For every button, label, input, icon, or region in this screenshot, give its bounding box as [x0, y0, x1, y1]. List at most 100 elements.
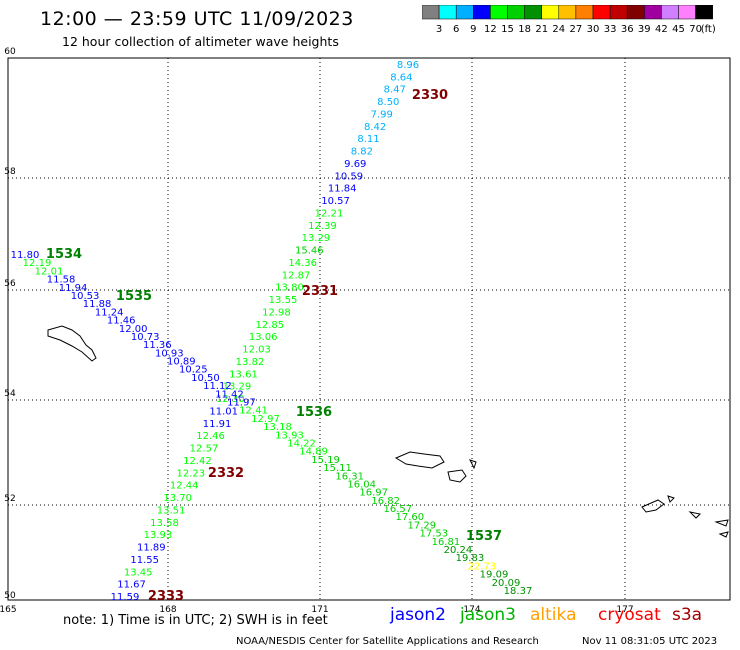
color-scale-legend: 3 6 9 12 15 18 21 24 27 30 33 36 39 42 45 70(ft) [422, 5, 716, 35]
wave-height-label: 13.29 [302, 233, 331, 244]
wave-height-label: 11.89 [137, 543, 166, 554]
legend-s3a: s3a [672, 605, 703, 625]
wave-height-label: 22.73 [468, 561, 497, 572]
color-scale-label: 15 [501, 24, 514, 35]
wave-height-label: 12.57 [190, 444, 219, 455]
color-scale-label: 27 [570, 24, 583, 35]
color-scale-label: 70 [689, 24, 702, 35]
color-scale-label: 18 [518, 24, 531, 35]
wave-height-label: 12.21 [315, 209, 344, 220]
longitude-label: 174 [463, 605, 480, 615]
wave-height-label: 13.51 [157, 505, 186, 516]
island-outline [47, 325, 97, 362]
wave-height-label: 20.24 [444, 545, 473, 556]
wave-height-label: 12.42 [183, 456, 212, 467]
latitude-label: 60 [4, 47, 16, 57]
wave-height-label: 13.55 [269, 295, 298, 306]
wave-height-label: 12.03 [242, 345, 271, 356]
pass-time-label: 1534 [46, 247, 82, 262]
wave-height-label: 12.46 [196, 431, 225, 442]
wave-height-label: 19.83 [456, 553, 485, 564]
latitude-label: 58 [4, 167, 16, 177]
wave-height-label: 10.25 [179, 365, 208, 376]
wave-height-label: 13.45 [124, 567, 153, 578]
wave-height-label: 10.53 [71, 291, 100, 302]
legend-altika: altika [530, 605, 577, 625]
island-outline [447, 469, 467, 483]
pass-time-label: 2332 [208, 466, 244, 481]
wave-height-label: 12.97 [251, 414, 280, 425]
wave-height-label: 10.93 [155, 348, 184, 359]
wave-height-label: 11.24 [95, 307, 124, 318]
page-subtitle: 12 hour collection of altimeter wave hei… [62, 34, 339, 49]
wave-height-label: 12.30 [216, 394, 245, 405]
wave-height-label: 11.46 [107, 316, 136, 327]
wave-height-label: 13.80 [275, 283, 304, 294]
wave-height-label: 11.67 [117, 580, 146, 591]
wave-height-label: 12.87 [282, 270, 311, 281]
satellite-tracks: 8.968.648.478.507.998.428.118.829.6910.5… [11, 60, 533, 604]
wave-height-label: 16.57 [383, 504, 412, 515]
wave-height-label: 11.12 [203, 381, 232, 392]
wave-height-label: 12.23 [176, 468, 205, 479]
wave-height-label: 11.97 [227, 398, 256, 409]
wave-height-label: 16.04 [347, 480, 376, 491]
wave-height-label: 16.31 [335, 471, 364, 482]
wave-height-label: 10.57 [321, 196, 350, 207]
wave-height-label: 8.11 [357, 134, 379, 145]
wave-height-label: 16.81 [432, 537, 461, 548]
island-outline [469, 459, 477, 470]
color-scale-label: 33 [604, 24, 617, 35]
latitude-label: 54 [4, 389, 16, 399]
wave-height-label: 8.64 [390, 72, 412, 83]
pass-time-label: 1536 [296, 405, 332, 420]
wave-height-label: 11.91 [203, 419, 232, 430]
coastlines [47, 325, 729, 538]
color-swatch [695, 5, 713, 20]
color-scale-unit: (ft) [701, 24, 716, 35]
axis-labels: 60 58 56 54 52 50 165 168 171 174 177 [0, 47, 634, 615]
pass-time-label: 1535 [116, 289, 152, 304]
color-scale-label: 42 [655, 24, 668, 35]
color-scale-label: 3 [436, 24, 442, 35]
color-scale-label: 45 [672, 24, 685, 35]
latitude-label: 52 [4, 494, 15, 504]
wave-height-label: 8.96 [397, 60, 419, 71]
wave-height-label: 10.89 [167, 357, 196, 368]
footer-timestamp: Nov 11 08:31:05 UTC 2023 [582, 636, 718, 647]
wave-height-label: 13.82 [236, 357, 265, 368]
wave-height-label: 12.85 [255, 320, 284, 331]
color-scale-label: 39 [638, 24, 651, 35]
longitude-label: 171 [311, 605, 328, 615]
wave-height-label: 13.18 [263, 422, 292, 433]
wave-height-label: 15.19 [311, 455, 340, 466]
wave-height-label: 11.94 [59, 283, 88, 294]
wave-height-label: 12.98 [262, 307, 291, 318]
wave-height-label: 11.59 [111, 592, 140, 603]
wave-height-label: 8.50 [377, 97, 399, 108]
wave-height-label: 12.39 [308, 221, 337, 232]
island-outline [714, 519, 729, 527]
wave-height-label: 11.84 [328, 184, 357, 195]
color-scale-label: 30 [587, 24, 600, 35]
wave-height-label: 20.09 [492, 578, 521, 589]
wave-height-label: 19.09 [480, 570, 509, 581]
wave-height-label: 10.59 [334, 171, 363, 182]
wave-height-label: 11.58 [47, 275, 76, 286]
wave-height-label: 11.55 [130, 555, 159, 566]
wave-height-label: 15.11 [323, 463, 352, 474]
wave-height-label: 10.73 [131, 332, 160, 343]
wave-height-label: 10.50 [191, 373, 220, 384]
latitude-label: 50 [4, 591, 16, 601]
color-scale-label: 12 [484, 24, 497, 35]
longitude-label: 165 [0, 605, 17, 615]
wave-height-label: 8.42 [364, 122, 386, 133]
wave-height-label: 16.97 [359, 488, 388, 499]
wave-height-label: 13.61 [229, 369, 258, 380]
wave-height-label: 14.36 [288, 258, 317, 269]
wave-height-label: 12.01 [35, 266, 64, 277]
wave-height-label: 17.53 [419, 529, 448, 540]
wave-height-label: 7.99 [371, 110, 393, 121]
legend-jason2: jason2 [390, 605, 446, 625]
